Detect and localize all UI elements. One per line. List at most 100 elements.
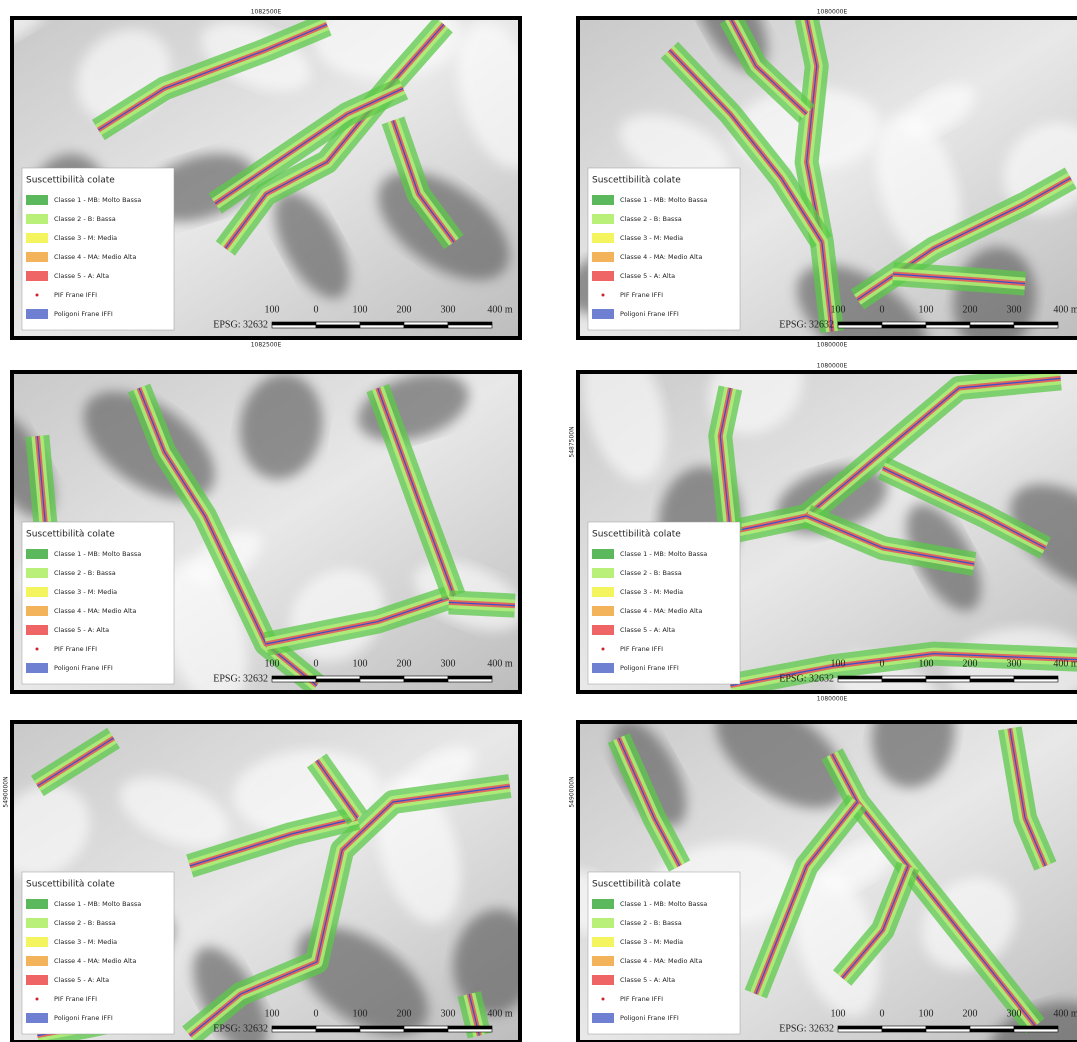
scale-segment — [360, 325, 404, 328]
scale-segment — [272, 1029, 316, 1032]
scale-label: 100 — [831, 304, 846, 315]
scale-label: 300 — [1007, 658, 1022, 669]
scale-segment — [404, 322, 448, 325]
figure: Suscettibilità colate Classe 1 - MB: Molt… — [0, 0, 1077, 1042]
coordinate-label: 1082500E — [251, 342, 282, 349]
legend-item: Classe 2 - B: Bassa — [620, 569, 682, 577]
legend-swatch — [592, 606, 614, 616]
scale-segment — [360, 679, 404, 682]
scale-segment — [1014, 1026, 1058, 1029]
legend-box — [588, 872, 740, 1034]
legend-item: Classe 4 - MA: Medio Alta — [620, 957, 702, 965]
legend-item: PIF Frane IFFI — [54, 645, 97, 653]
legend-item: Poligoni Frane IFFI — [620, 310, 679, 318]
scale-label: 400 m — [1053, 658, 1077, 669]
scale-segment — [1014, 325, 1058, 328]
legend-item: Poligoni Frane IFFI — [54, 1014, 113, 1022]
scale-segment — [1014, 1029, 1058, 1032]
crs-label: EPSG: 32632 — [779, 1023, 834, 1034]
legend-swatch — [26, 252, 48, 262]
legend-item: Classe 5 - A: Alta — [54, 976, 109, 984]
scale-segment — [970, 679, 1014, 682]
legend-item: Classe 1 - MB: Molto Bassa — [54, 900, 141, 908]
legend-swatch — [36, 294, 39, 297]
scale-segment — [926, 1029, 970, 1032]
legend-item: Classe 2 - B: Bassa — [620, 919, 682, 927]
scale-label: 400 m — [1053, 304, 1077, 315]
legend-item: Classe 2 - B: Bassa — [620, 215, 682, 223]
legend-swatch — [592, 956, 614, 966]
coordinate-label: 1080000E — [817, 342, 848, 349]
scale-label: 0 — [880, 658, 885, 669]
legend-item: Classe 1 - MB: Molto Bassa — [54, 550, 141, 558]
scale-segment — [316, 1029, 360, 1032]
legend-swatch — [26, 549, 48, 559]
crs-label: EPSG: 32632 — [213, 673, 268, 684]
scale-segment — [882, 1026, 926, 1029]
legend-title: Suscettibilità colate — [592, 176, 681, 186]
scale-segment — [404, 325, 448, 328]
scale-segment — [360, 1029, 404, 1032]
legend-title: Suscettibilità colate — [592, 880, 681, 890]
legend-item: Classe 1 - MB: Molto Bassa — [620, 196, 707, 204]
legend-swatch — [26, 195, 48, 205]
legend-swatch — [592, 587, 614, 597]
legend-swatch — [26, 587, 48, 597]
legend-item: Classe 2 - B: Bassa — [54, 919, 116, 927]
scale-segment — [970, 1029, 1014, 1032]
scale-label: 100 — [831, 1008, 846, 1019]
crs-label: EPSG: 32632 — [779, 673, 834, 684]
legend-swatch — [26, 663, 48, 673]
page: {"coordinate_labels": ["1082500E", "1082… — [0, 0, 1077, 1042]
legend-swatch — [592, 195, 614, 205]
scale-segment — [838, 1029, 882, 1032]
coordinate-label: 5487500N — [569, 426, 576, 457]
scale-label: 100 — [919, 304, 934, 315]
scale-label: 400 m — [487, 1008, 513, 1019]
coordinate-label: 5490000N — [569, 776, 576, 807]
scale-segment — [272, 322, 316, 325]
legend-swatch — [26, 606, 48, 616]
scale-segment — [838, 325, 882, 328]
scale-segment — [316, 1026, 360, 1029]
legend-item: PIF Frane IFFI — [54, 995, 97, 1003]
legend-swatch — [592, 252, 614, 262]
scale-segment — [404, 1026, 448, 1029]
scale-segment — [360, 676, 404, 679]
coordinate-label: 1080000E — [817, 363, 848, 370]
scale-segment — [448, 676, 492, 679]
scale-segment — [926, 679, 970, 682]
legend-item: Classe 3 - M: Media — [54, 938, 117, 946]
scale-segment — [882, 1029, 926, 1032]
scale-segment — [838, 322, 882, 325]
legend-swatch — [592, 233, 614, 243]
scale-label: 100 — [353, 304, 368, 315]
scale-label: 300 — [441, 1008, 456, 1019]
legend-box — [588, 522, 740, 684]
legend-item: Classe 5 - A: Alta — [620, 976, 675, 984]
scale-segment — [316, 325, 360, 328]
legend-item: Classe 3 - M: Media — [620, 588, 683, 596]
legend-box — [588, 168, 740, 330]
legend-box — [22, 168, 174, 330]
map-panel: Suscettibilità colate Classe 1 - MB: Molt… — [0, 361, 534, 718]
scale-segment — [970, 676, 1014, 679]
legend-box — [22, 522, 174, 684]
scale-label: 0 — [314, 304, 319, 315]
scale-label: 0 — [314, 1008, 319, 1019]
scale-label: 200 — [963, 658, 978, 669]
legend-swatch — [592, 663, 614, 673]
scale-label: 0 — [314, 658, 319, 669]
map-panel: Suscettibilità colate Classe 1 - MB: Molt… — [555, 0, 1077, 395]
legend-swatch — [26, 214, 48, 224]
legend-swatch — [36, 648, 39, 651]
legend-swatch — [26, 309, 48, 319]
scale-segment — [316, 322, 360, 325]
legend-title: Suscettibilità colate — [26, 530, 115, 540]
legend-item: Poligoni Frane IFFI — [54, 664, 113, 672]
legend-item: Classe 2 - B: Bassa — [54, 569, 116, 577]
legend-swatch — [26, 233, 48, 243]
scale-segment — [404, 676, 448, 679]
scale-segment — [448, 679, 492, 682]
